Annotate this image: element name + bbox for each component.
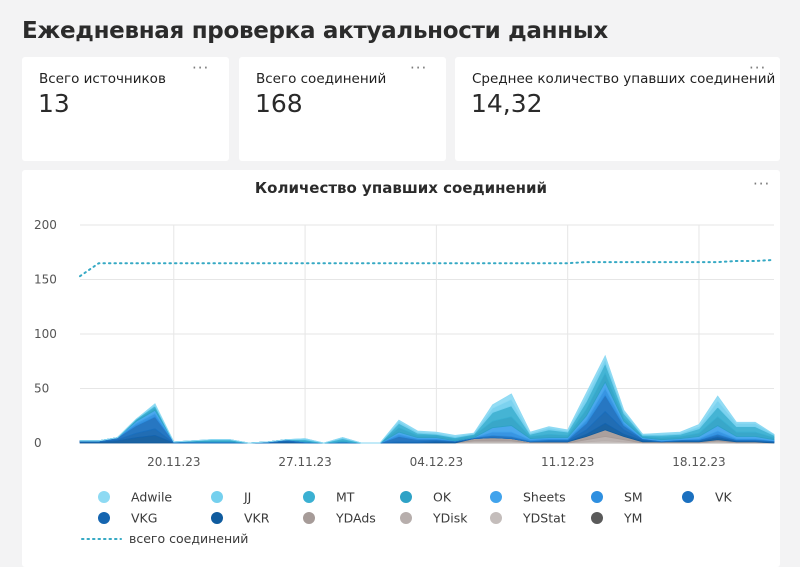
series-area-adwile[interactable] xyxy=(80,354,775,444)
failed-connections-chart: 0 50 100 150 200 20.11.23 27.11.23 04.12.23 11.1… xyxy=(34,218,775,546)
x-tick-label: 04.12.23 xyxy=(410,455,463,469)
legend-marker-vkg[interactable] xyxy=(98,512,110,524)
y-tick-label: 200 xyxy=(34,218,57,232)
page-title: Ежедневная проверка актуальности данных xyxy=(22,18,608,44)
legend-marker-adwile[interactable] xyxy=(98,491,110,503)
y-tick-label: 150 xyxy=(34,273,57,287)
chart-title: Количество упавших соединений xyxy=(254,179,548,197)
legend-marker-mt[interactable] xyxy=(303,491,315,503)
kpi-failed-average-value: 14,32 xyxy=(471,89,543,118)
legend-label-ydads[interactable]: YDAds xyxy=(335,511,376,526)
total-connections-line[interactable] xyxy=(79,258,775,278)
kpi-connections-label: Всего соединений xyxy=(256,71,387,87)
kpi-card-connections: Всего соединений 168 ··· xyxy=(239,57,446,161)
legend-marker-ydisk[interactable] xyxy=(400,512,412,524)
legend-label-vkg[interactable]: VKG xyxy=(131,511,157,526)
kpi-failed-average-menu-button[interactable]: ··· xyxy=(749,59,767,77)
legend-label-vkr[interactable]: VKR xyxy=(244,511,270,526)
legend-label-mt[interactable]: MT xyxy=(336,490,355,505)
legend-label-ym[interactable]: YM xyxy=(623,511,642,526)
chart-menu-button[interactable]: ··· xyxy=(753,175,771,193)
x-tick-label: 20.11.23 xyxy=(147,455,200,469)
legend-label-sm[interactable]: SM xyxy=(624,490,643,505)
legend-label-ydisk[interactable]: YDisk xyxy=(432,511,468,526)
legend-marker-vk[interactable] xyxy=(682,491,694,503)
y-tick-label: 50 xyxy=(34,382,49,396)
kpi-sources-value: 13 xyxy=(38,89,70,118)
kpi-card-failed-average: Среднее количество упавших соединений 14… xyxy=(455,57,780,161)
y-tick-label: 100 xyxy=(34,327,57,341)
legend-marker-ydads[interactable] xyxy=(303,512,315,524)
kpi-failed-average-label: Среднее количество упавших соединений xyxy=(472,71,776,87)
legend-marker-sm[interactable] xyxy=(591,491,603,503)
kpi-connections-menu-button[interactable]: ··· xyxy=(410,59,428,77)
chart-card: Количество упавших соединений ··· 0 50 100… xyxy=(22,170,780,567)
x-tick-label: 11.12.23 xyxy=(541,455,594,469)
legend-marker-ym[interactable] xyxy=(591,512,603,524)
kpi-sources-label: Всего источников xyxy=(39,71,166,87)
legend-label-ok[interactable]: OK xyxy=(433,490,452,505)
kpi-connections-value: 168 xyxy=(255,89,303,118)
legend-marker-vkr[interactable] xyxy=(211,512,223,524)
kpi-card-sources: Всего источников 13 ··· xyxy=(22,57,229,161)
legend-marker-ok[interactable] xyxy=(400,491,412,503)
legend-label-adwile[interactable]: Adwile xyxy=(131,490,172,505)
legend-marker-ydstat[interactable] xyxy=(490,512,502,524)
y-tick-label: 0 xyxy=(34,436,42,450)
legend-marker-sheets[interactable] xyxy=(490,491,502,503)
series-area-jj[interactable] xyxy=(80,358,775,444)
x-tick-label: 27.11.23 xyxy=(278,455,331,469)
legend-label-vk[interactable]: VK xyxy=(715,490,733,505)
legend-label-sheets[interactable]: Sheets xyxy=(523,490,566,505)
legend-marker-jj[interactable] xyxy=(211,491,223,503)
series-area-mt[interactable] xyxy=(80,362,775,444)
legend-label-total[interactable]: всего соединений xyxy=(129,531,248,546)
legend-label-jj[interactable]: JJ xyxy=(243,490,251,505)
kpi-sources-menu-button[interactable]: ··· xyxy=(192,59,210,77)
x-tick-label: 18.12.23 xyxy=(672,455,725,469)
legend-label-ydstat[interactable]: YDStat xyxy=(522,511,566,526)
